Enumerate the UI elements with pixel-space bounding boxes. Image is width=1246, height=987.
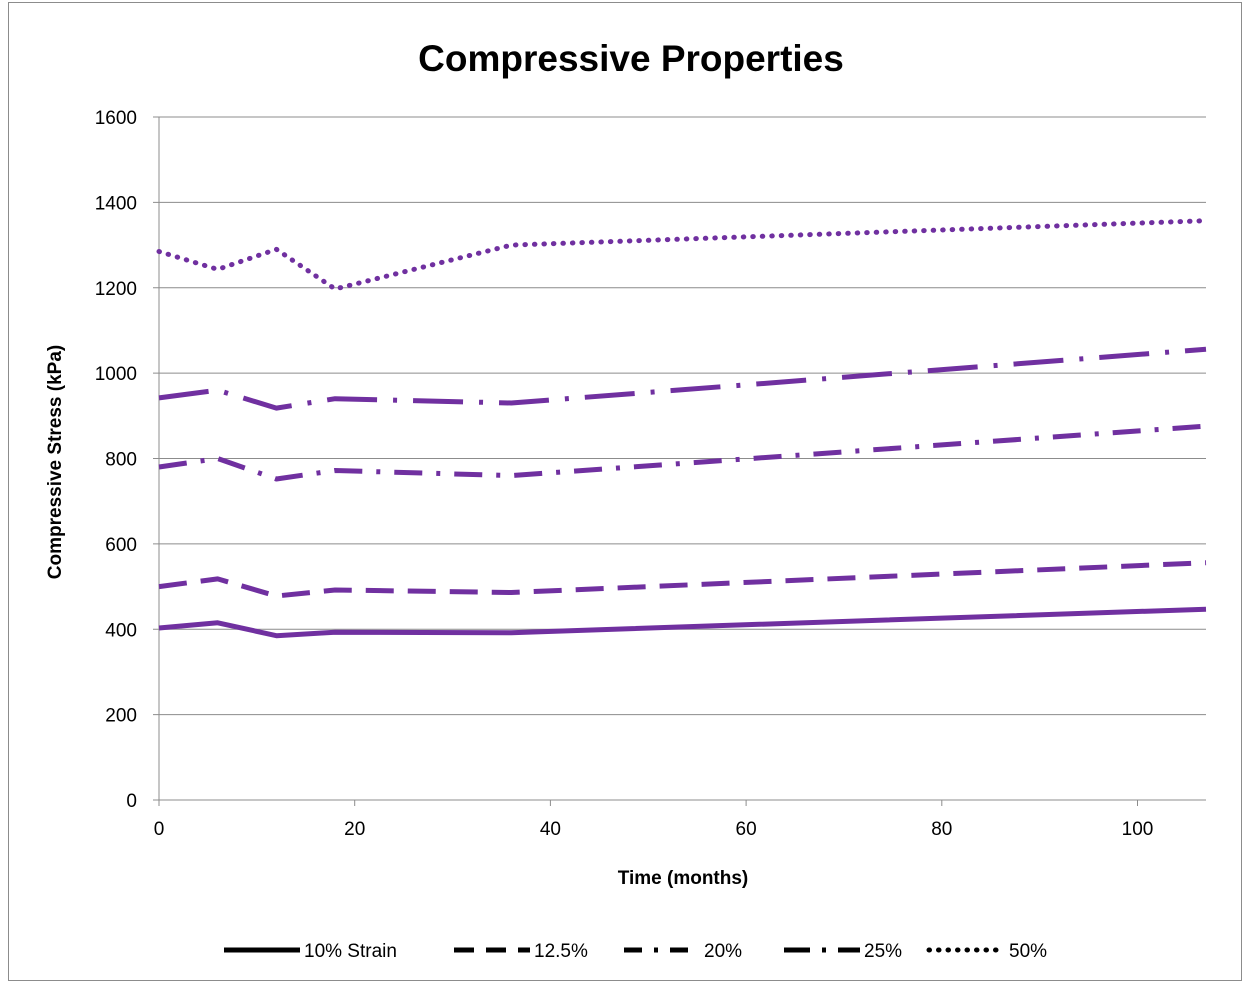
series-layer <box>156 218 1209 639</box>
x-tick-label: 40 <box>540 819 561 840</box>
series-line <box>158 346 1207 411</box>
x-tick-label: 100 <box>1122 819 1154 840</box>
legend-label: 25% <box>864 941 902 962</box>
x-tick-label: 0 <box>154 819 165 840</box>
y-axis-title: Compressive Stress (kPa) <box>45 345 66 579</box>
y-tick-label: 1000 <box>95 364 137 385</box>
y-tick-label: 0 <box>126 791 137 812</box>
series-line <box>156 218 1209 292</box>
y-tick-label: 1600 <box>95 108 137 129</box>
chart-svg: Compressive Properties 02004006008001000… <box>45 38 1209 962</box>
x-axis-title: Time (months) <box>618 868 749 889</box>
legend-label: 50% <box>1009 941 1047 962</box>
legend-label: 10% Strain <box>304 941 397 962</box>
series-line <box>158 560 1207 599</box>
y-tick-label: 1400 <box>95 193 137 214</box>
chart-title: Compressive Properties <box>418 38 844 79</box>
x-tick-label: 20 <box>344 819 365 840</box>
chart-area: Compressive Properties 0 200 400 600 800 1000… <box>8 2 1242 981</box>
x-tick-label: 80 <box>931 819 952 840</box>
legend: 10% Strain 12.5% 20% 25% 50% <box>224 941 1047 962</box>
y-tick-label: 600 <box>105 535 137 556</box>
y-tick-label: 400 <box>105 620 137 641</box>
series-line <box>158 606 1207 639</box>
y-tick-label: 200 <box>105 706 137 727</box>
series-line <box>158 423 1207 482</box>
y-tick-label: 1200 <box>95 279 137 300</box>
y-tick-label: 800 <box>105 450 137 471</box>
axis-layer: 0 200 400 600 800 1000 1200 1400 1600 0 20 40 60 80 10… <box>95 108 1206 840</box>
legend-label: 20% <box>704 941 742 962</box>
legend-label: 12.5% <box>534 941 588 962</box>
x-tick-label: 60 <box>736 819 757 840</box>
